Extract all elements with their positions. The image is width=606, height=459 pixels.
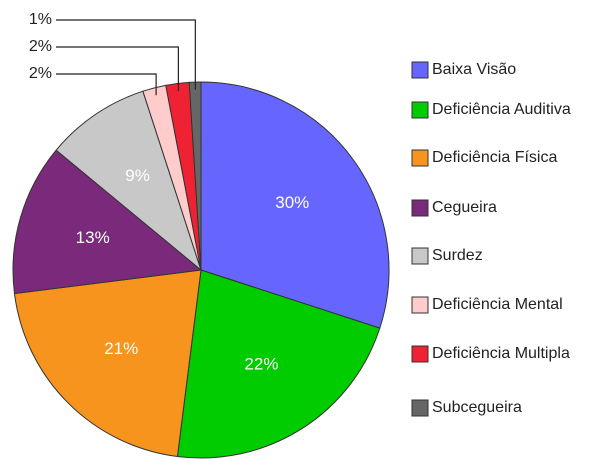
legend-label: Deficiência Auditiva: [432, 101, 571, 118]
slice-label: 2%: [29, 65, 52, 82]
legend-label: Baixa Visão: [432, 61, 516, 78]
leader-line: [56, 46, 179, 91]
legend-swatch: [411, 399, 429, 417]
slice-label: 2%: [29, 38, 52, 55]
pie-slice: [200, 81, 390, 329]
legend-swatch: [411, 101, 429, 119]
slice-label: 1%: [29, 11, 52, 28]
pie-slice: [55, 90, 203, 272]
legend-label: Deficiência Multipla: [432, 345, 570, 362]
legend-swatch: [411, 61, 429, 79]
pie-slice: [176, 269, 381, 459]
legend-label: Cegueira: [432, 199, 497, 216]
slice-label: 22%: [244, 355, 278, 374]
leader-line: [56, 73, 157, 96]
pie-slice: [13, 269, 202, 458]
legend-swatch: [411, 199, 429, 217]
slice-label: 30%: [275, 193, 309, 212]
slice-label: 13%: [76, 228, 110, 247]
legend-label: Deficiência Mental: [432, 296, 563, 313]
legend-swatch: [411, 345, 429, 363]
slice-label: 9%: [125, 166, 150, 185]
leader-line: [56, 19, 196, 90]
legend-swatch: [411, 296, 429, 314]
legend-swatch: [411, 149, 429, 167]
legend-label: Surdez: [432, 247, 483, 264]
legend-label: Subcegueira: [432, 399, 522, 416]
slice-label: 21%: [104, 339, 138, 358]
legend-swatch: [411, 247, 429, 265]
legend-label: Deficiência Física: [432, 149, 557, 166]
pie-slice: [12, 149, 203, 295]
